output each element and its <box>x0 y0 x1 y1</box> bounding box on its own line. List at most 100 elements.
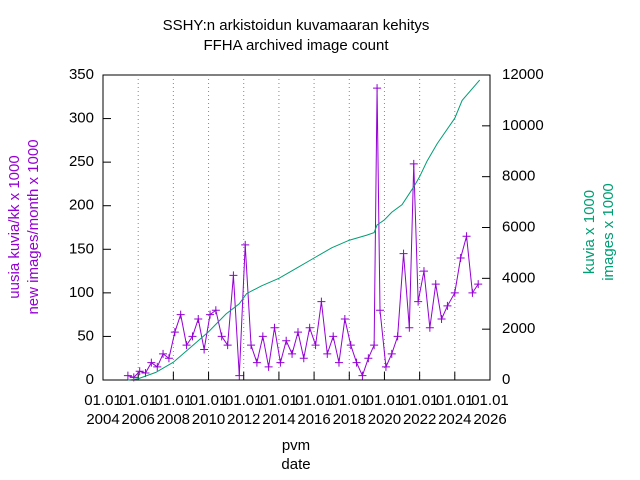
chart-title: FFHA archived image count <box>203 37 389 54</box>
x-tick-label: 01.01 <box>119 392 157 409</box>
x-tick-label: 2008 <box>157 411 190 428</box>
x-tick-label: 2012 <box>227 411 260 428</box>
y2-axis-label: images x 1000 <box>600 183 617 281</box>
point <box>264 362 273 371</box>
point <box>387 349 396 358</box>
y2-tick-label: 6000 <box>502 218 535 235</box>
x-tick-label: 2022 <box>403 411 436 428</box>
x-tick-label: 01.01 <box>190 392 228 409</box>
y2-tick-label: 12000 <box>502 66 544 83</box>
y2-tick-label: 2000 <box>502 320 535 337</box>
point <box>468 288 477 297</box>
point <box>217 332 226 341</box>
point <box>170 328 179 337</box>
point <box>405 323 414 332</box>
y-tick-label: 250 <box>69 153 94 170</box>
plot-frame <box>102 74 491 381</box>
point <box>462 232 471 241</box>
point <box>373 84 382 93</box>
point <box>358 371 367 380</box>
point <box>188 332 197 341</box>
point <box>425 323 434 332</box>
point <box>317 297 326 306</box>
x-tick-label: 01.01 <box>84 392 122 409</box>
point <box>258 332 267 341</box>
point <box>370 341 379 350</box>
point <box>211 306 220 315</box>
y-tick-label: 50 <box>77 327 94 344</box>
point <box>393 332 402 341</box>
x-tick-label: 01.01 <box>331 392 369 409</box>
point <box>311 341 320 350</box>
point <box>431 280 440 289</box>
point <box>340 315 349 323</box>
y2-tick-label: 8000 <box>502 168 535 185</box>
point <box>414 297 423 306</box>
y2-tick-label: 4000 <box>502 269 535 286</box>
y-axis-label: new images/month x 1000 <box>25 139 42 314</box>
point <box>270 323 279 332</box>
point <box>123 371 132 380</box>
x-tick-label: 01.01 <box>155 392 193 409</box>
y-tick-label: 350 <box>69 66 94 83</box>
x-tick-label: 2004 <box>86 411 119 428</box>
y-axis-label: uusia kuvia/kk x 1000 <box>6 155 23 298</box>
point <box>474 280 483 289</box>
x-tick-label: 01.01 <box>295 392 333 409</box>
x-tick-label: 2014 <box>262 411 295 428</box>
point <box>159 349 168 358</box>
x-tick-label: 01.01 <box>225 392 263 409</box>
point <box>153 362 162 371</box>
point <box>276 358 285 367</box>
y2-axis-label: kuvia x 1000 <box>581 190 598 274</box>
point <box>147 358 156 367</box>
y-tick-label: 150 <box>69 240 94 257</box>
x-tick-label: 2016 <box>297 411 330 428</box>
point <box>223 341 232 350</box>
x-tick-label: 01.01 <box>401 392 439 409</box>
y-tick-label: 300 <box>69 110 94 127</box>
point <box>409 159 418 168</box>
point <box>229 271 238 280</box>
point <box>252 358 261 367</box>
point <box>176 310 185 319</box>
point <box>456 254 465 262</box>
y-tick-label: 0 <box>86 371 94 388</box>
point <box>443 301 452 310</box>
point <box>282 336 291 345</box>
point <box>241 240 250 249</box>
point <box>235 371 244 380</box>
x-tick-label: 2006 <box>122 411 155 428</box>
point <box>135 367 144 376</box>
point <box>200 345 209 354</box>
point <box>299 354 308 363</box>
x-axis-label: pvm <box>282 437 310 454</box>
point <box>364 354 373 363</box>
point <box>352 358 361 367</box>
point <box>164 354 173 363</box>
point <box>206 310 215 319</box>
chart-title: SSHY:n arkistoidun kuvamaaran kehitys <box>163 17 430 34</box>
point <box>194 315 203 323</box>
point <box>419 267 428 276</box>
point <box>346 341 355 350</box>
point <box>288 349 297 358</box>
x-tick-label: 2020 <box>368 411 401 428</box>
x-tick-label: 2018 <box>333 411 366 428</box>
x-tick-label: 2024 <box>438 411 471 428</box>
point <box>247 341 256 350</box>
point <box>182 341 191 350</box>
x-tick-label: 2010 <box>192 411 225 428</box>
x-tick-label: 01.01 <box>366 392 404 409</box>
y2-tick-label: 10000 <box>502 117 544 134</box>
series-line <box>127 88 479 378</box>
point <box>381 362 390 371</box>
point <box>305 323 314 332</box>
point <box>334 358 343 367</box>
point <box>293 328 302 337</box>
point <box>329 332 338 341</box>
y-tick-label: 200 <box>69 197 94 214</box>
point <box>129 373 138 382</box>
x-tick-label: 01.01 <box>260 392 298 409</box>
